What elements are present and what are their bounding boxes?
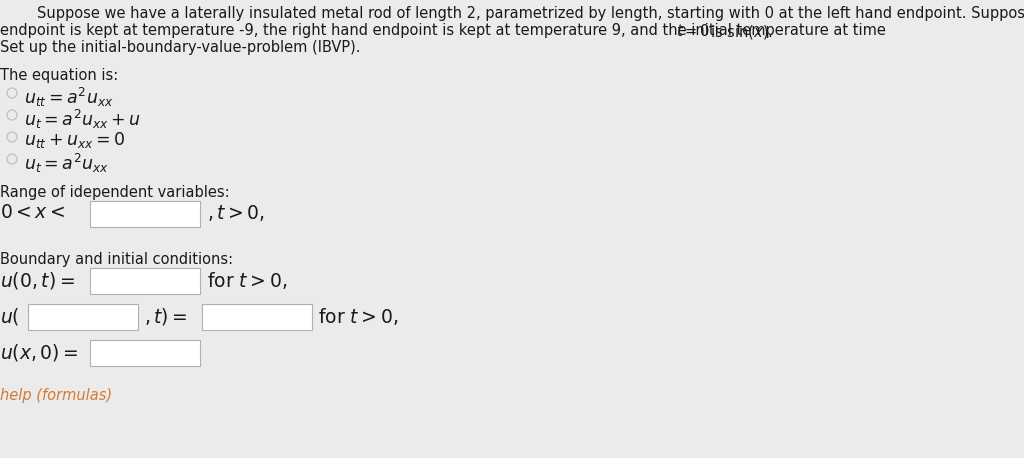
Text: help (formulas): help (formulas) (0, 388, 112, 403)
Text: $, t) =$: $, t) =$ (144, 306, 187, 327)
Text: $t = 0$: $t = 0$ (676, 23, 710, 39)
Text: $u_t = a^2u_{xx} + u$: $u_t = a^2u_{xx} + u$ (24, 108, 140, 131)
Bar (90, 340, 200, 366)
Text: $u_{tt} = a^2u_{xx}$: $u_{tt} = a^2u_{xx}$ (24, 86, 114, 109)
Text: for $t > 0,$: for $t > 0,$ (207, 270, 287, 291)
Text: $u($: $u($ (0, 306, 19, 327)
Text: $u_t = a^2u_{xx}$: $u_t = a^2u_{xx}$ (24, 152, 109, 175)
Text: Suppose we have a laterally insulated metal rod of length 2, parametrized by len: Suppose we have a laterally insulated me… (0, 6, 1024, 21)
Text: $, t > 0,$: $, t > 0,$ (207, 203, 265, 223)
Bar (28, 304, 138, 330)
Text: Range of idependent variables:: Range of idependent variables: (0, 185, 229, 200)
Text: $u(0, t) =$: $u(0, t) =$ (0, 270, 75, 291)
Text: endpoint is kept at temperature -9, the right hand endpoint is kept at temperatu: endpoint is kept at temperature -9, the … (0, 23, 891, 38)
Text: Boundary and initial conditions:: Boundary and initial conditions: (0, 252, 233, 267)
Bar (90, 268, 200, 294)
Text: $0 < x <$: $0 < x <$ (0, 203, 66, 222)
Bar (202, 304, 312, 330)
Bar (90, 201, 200, 227)
Text: is sin($x$).: is sin($x$). (706, 23, 773, 41)
Text: Set up the initial-boundary-value-problem (IBVP).: Set up the initial-boundary-value-proble… (0, 40, 360, 55)
Text: $u(x, 0) =$: $u(x, 0) =$ (0, 342, 79, 363)
Text: for $t > 0,$: for $t > 0,$ (318, 306, 398, 327)
Text: $u_{tt} + u_{xx} = 0$: $u_{tt} + u_{xx} = 0$ (24, 130, 126, 150)
Text: The equation is:: The equation is: (0, 68, 118, 83)
